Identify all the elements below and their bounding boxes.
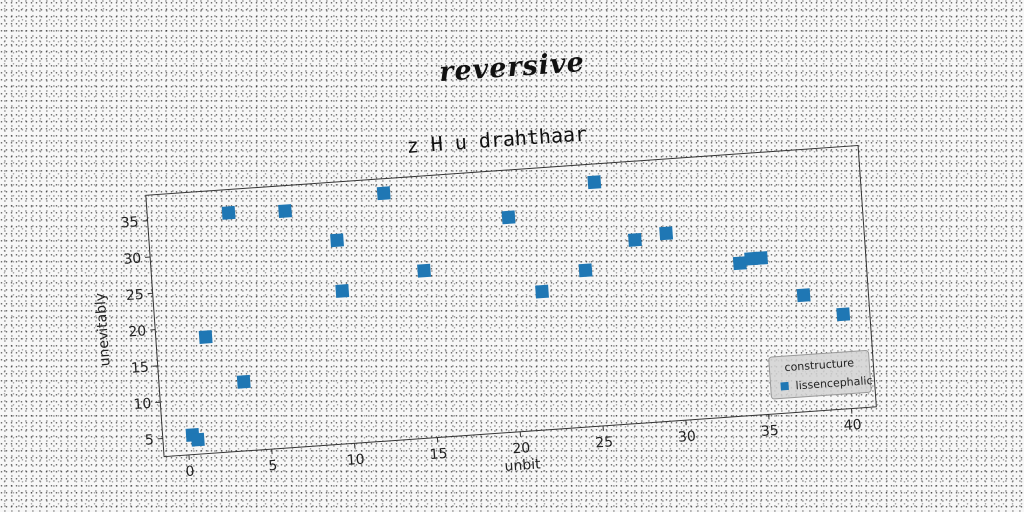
y-tick-label: 25 (125, 287, 144, 304)
data-point (535, 284, 549, 299)
data-point (198, 330, 213, 344)
y-tick-label: 15 (130, 360, 149, 377)
x-tick-label: 40 (843, 417, 862, 434)
x-tick-label: 25 (595, 434, 614, 451)
x-tick-label: 20 (512, 440, 531, 457)
legend-title: constructure (784, 356, 855, 374)
data-point (278, 204, 293, 219)
x-axis-ticks: 0 5 10 15 20 25 30 35 40 (185, 408, 862, 481)
chart-root: z H u drahthaar 0 5 10 15 20 25 30 35 40 5 10 15 20… (93, 121, 877, 481)
data-point (836, 307, 851, 322)
data-point (190, 432, 205, 447)
data-point (578, 263, 593, 278)
data-point (376, 186, 391, 201)
data-point (417, 263, 431, 278)
legend: constructure lissencephalic (768, 349, 873, 400)
legend-box (768, 349, 872, 400)
data-point (754, 251, 769, 265)
legend-swatch (780, 381, 789, 391)
data-point (659, 226, 674, 241)
data-point (501, 210, 516, 225)
data-point (221, 205, 236, 220)
y-tick-label: 5 (144, 432, 154, 449)
data-point (335, 284, 350, 298)
data-point (236, 374, 251, 389)
plot-frame (145, 144, 877, 458)
y-axis-ticks: 5 10 15 20 25 30 35 (120, 214, 163, 449)
data-point (587, 175, 602, 190)
y-tick-label: 35 (120, 214, 139, 231)
x-tick-label: 30 (678, 429, 697, 446)
data-point (330, 233, 344, 248)
data-point (732, 256, 747, 271)
data-point (796, 288, 811, 303)
x-tick-label: 35 (760, 423, 779, 440)
x-tick-label: 5 (268, 458, 278, 475)
legend-series-label: lissencephalic (795, 374, 873, 392)
data-point (628, 232, 642, 247)
x-tick-label: 0 (185, 464, 195, 481)
chart-title: z H u drahthaar (406, 121, 588, 158)
x-axis-label: unbit (504, 456, 542, 475)
y-tick-label: 30 (123, 251, 142, 268)
scatter-markers (185, 175, 851, 447)
y-tick-label: 20 (128, 323, 147, 340)
x-tick-label: 15 (429, 446, 448, 463)
x-tick-label: 10 (346, 452, 365, 469)
y-tick-label: 10 (133, 396, 152, 413)
y-axis-label: unevitably (93, 292, 114, 367)
